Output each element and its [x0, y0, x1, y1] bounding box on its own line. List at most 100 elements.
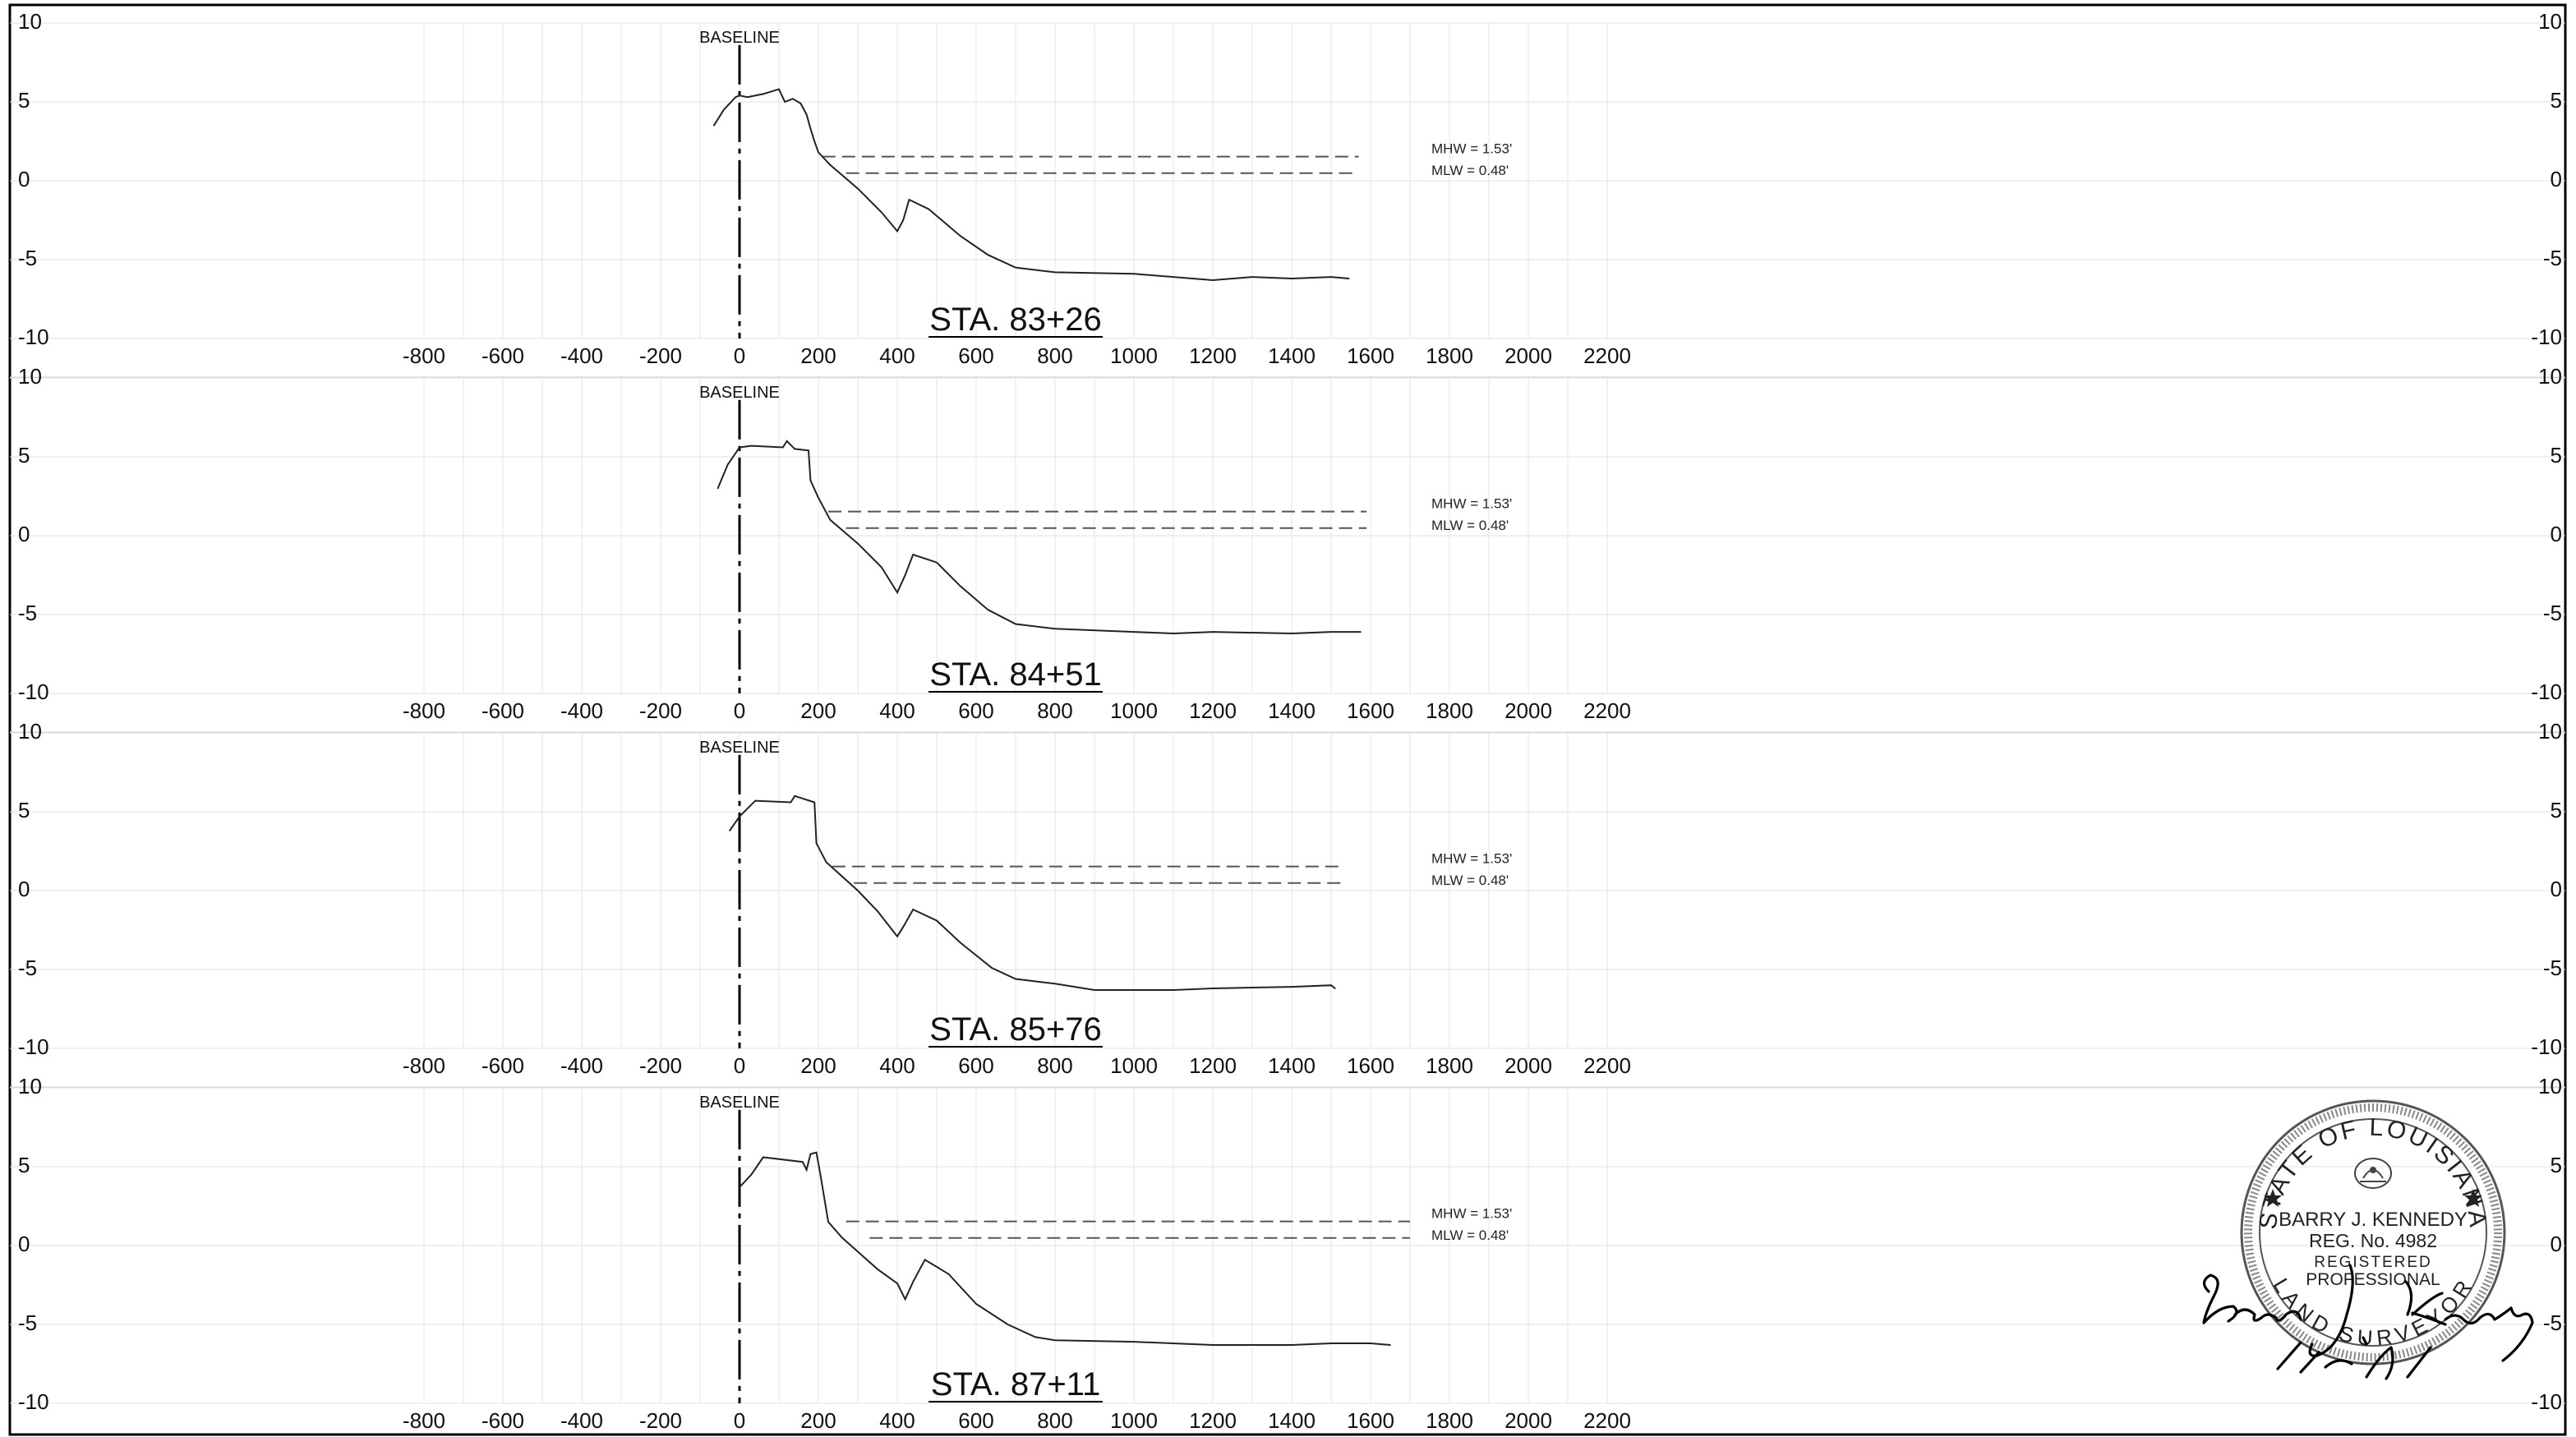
mlw-label: MLW = 0.48': [1431, 1227, 1509, 1243]
mhw-label: MHW = 1.53': [1431, 141, 1512, 157]
profile-point: [1007, 1324, 1009, 1325]
profile-point: [1173, 633, 1174, 634]
profile-point: [960, 235, 961, 237]
profile-point: [782, 446, 784, 449]
profile-point: [936, 919, 938, 922]
x-tick-label: 1000: [1110, 698, 1158, 723]
profile-point: [813, 140, 815, 142]
x-tick-label: 1800: [1426, 1408, 1473, 1433]
y-tick-label-left: 5: [18, 1153, 30, 1177]
x-tick-label: 1000: [1110, 1408, 1158, 1433]
x-tick-label: 1200: [1189, 1053, 1237, 1078]
profile-point: [739, 446, 740, 449]
profile-point: [1291, 986, 1293, 988]
profile-point: [904, 574, 906, 576]
x-tick-label: 1600: [1347, 698, 1394, 723]
profile-line: [712, 88, 1349, 282]
x-tick-label: 200: [800, 1408, 836, 1433]
profile-point: [800, 103, 802, 104]
x-tick-label: 200: [800, 343, 836, 368]
x-tick-label: 1600: [1347, 343, 1394, 368]
profile-point: [1094, 989, 1095, 991]
x-tick-label: -200: [639, 698, 682, 723]
y-tick-label-left: 5: [18, 88, 30, 113]
y-tick-label-right: 5: [2551, 1153, 2562, 1177]
profile-point: [805, 113, 808, 116]
profile-point: [1330, 984, 1332, 986]
x-tick-label: 600: [958, 1408, 993, 1433]
profile-point: [1054, 628, 1056, 630]
y-tick-label-right: -5: [2543, 246, 2562, 270]
profile-point: [1035, 1336, 1036, 1338]
profile-panel: 10 10 5 5 0 0 -5 -5 -10 -10 -800 -600 -400 -200 0 200 40…: [10, 9, 2565, 378]
profile-point: [881, 566, 882, 569]
profile-point: [717, 487, 719, 490]
y-tick-label-left: -10: [18, 679, 49, 704]
x-tick-label: -800: [403, 698, 445, 723]
profile-point: [1330, 631, 1332, 633]
baseline-label: BASELINE: [699, 1094, 780, 1112]
x-tick-label: 2200: [1583, 698, 1631, 723]
x-tick-label: 400: [879, 1053, 915, 1078]
x-tick-label: -600: [482, 698, 524, 723]
x-tick-label: -200: [639, 1053, 682, 1078]
x-tick-label: 1800: [1426, 698, 1473, 723]
seal-serration-ring: [2244, 1103, 2502, 1361]
profile-point: [805, 1169, 808, 1171]
profile-point: [1212, 631, 1214, 633]
x-tick-label: 0: [734, 1408, 745, 1433]
profile-line: [729, 794, 1336, 991]
y-tick-label-left: -10: [18, 1034, 49, 1059]
y-tick-label-right: -10: [2531, 679, 2562, 704]
profile-point: [1054, 1339, 1056, 1341]
profile-point: [818, 151, 819, 154]
profile-point: [975, 1303, 977, 1305]
station-title: STA. 83+26: [929, 302, 1101, 338]
x-tick-label: 1200: [1189, 343, 1237, 368]
star-icon: [2264, 1189, 2282, 1207]
x-tick-label: 400: [879, 343, 915, 368]
station-title: STA. 85+76: [929, 1011, 1101, 1048]
profile-point: [792, 98, 794, 99]
seal-professional-text: PROFESSIONAL: [2306, 1270, 2440, 1289]
profile-point: [936, 561, 938, 564]
y-tick-label-left: 10: [18, 719, 42, 744]
y-tick-label-left: -10: [18, 325, 49, 349]
profile-point: [896, 230, 898, 233]
y-tick-label-left: -5: [18, 601, 37, 625]
mhw-label: MHW = 1.53': [1431, 851, 1512, 867]
x-tick-label: 2000: [1505, 698, 1552, 723]
profile-point: [1133, 273, 1135, 275]
profile-point: [1330, 1343, 1332, 1344]
profile-point: [908, 199, 910, 200]
y-tick-label-right: 5: [2551, 443, 2562, 467]
y-tick-label-right: 10: [2538, 719, 2562, 744]
profile-point: [1334, 988, 1336, 989]
profile-point: [1291, 1344, 1293, 1346]
profile-point: [912, 1281, 914, 1283]
profile-point: [960, 942, 961, 944]
x-tick-label: -600: [482, 343, 524, 368]
mhw-label: MHW = 1.53': [1431, 1206, 1512, 1222]
station-title: STA. 84+51: [929, 656, 1101, 693]
seal-inner-ring: [2259, 1118, 2487, 1347]
profile-point: [723, 108, 725, 111]
profile-point: [750, 1173, 753, 1176]
x-tick-label: -200: [639, 343, 682, 368]
y-tick-label-right: 0: [2551, 167, 2562, 191]
profile-point: [726, 463, 729, 466]
seal-outer-ring: [2240, 1099, 2506, 1366]
y-tick-label-right: -5: [2543, 956, 2562, 980]
profile-point: [802, 1161, 804, 1163]
profile-point: [815, 842, 818, 845]
y-tick-label-right: 10: [2538, 364, 2562, 389]
profile-point: [739, 1186, 740, 1188]
x-tick-label: 2000: [1505, 343, 1552, 368]
y-tick-label-right: -10: [2531, 1389, 2562, 1414]
mlw-label: MLW = 0.48': [1431, 163, 1509, 178]
profile-point: [924, 1259, 926, 1261]
x-tick-label: -400: [560, 343, 603, 368]
x-tick-label: 400: [879, 698, 915, 723]
y-tick-label-right: 10: [2538, 9, 2562, 34]
